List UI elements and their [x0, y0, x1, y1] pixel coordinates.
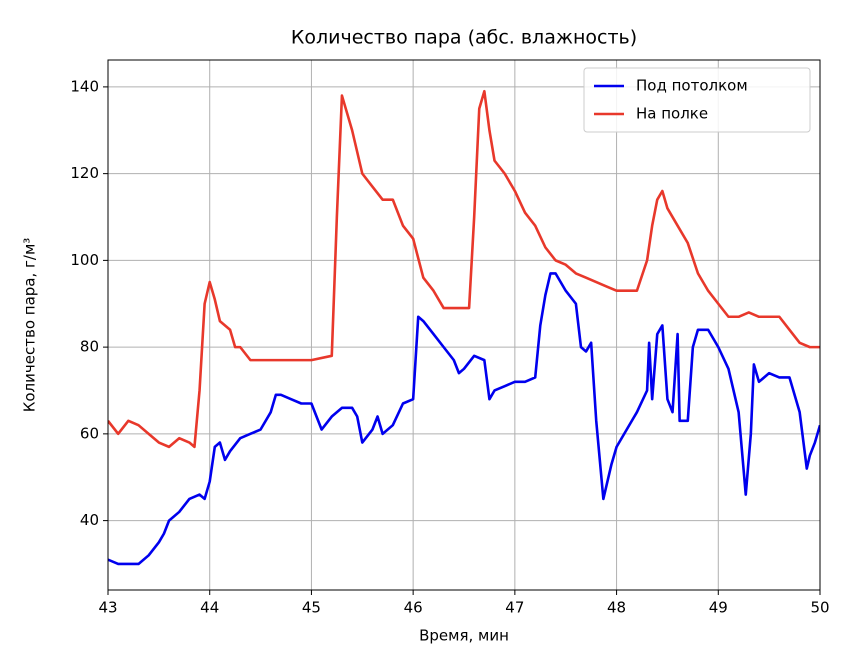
x-tick-label: 44: [200, 599, 219, 617]
y-tick-label: 100: [70, 251, 99, 269]
x-tick-label: 49: [709, 599, 728, 617]
plot-frame: [107, 59, 821, 591]
y-tick-label: 80: [80, 338, 99, 356]
y-axis-label: Количество пара, г/м³: [21, 238, 39, 413]
y-tick-label: 60: [80, 424, 99, 442]
x-tick-label: 50: [810, 599, 829, 617]
x-axis-label: Время, мин: [419, 627, 509, 645]
x-tick-label: 43: [98, 599, 117, 617]
legend-label: Под потолком: [636, 77, 748, 95]
x-tick-label: 46: [404, 599, 423, 617]
x-tick-label: 47: [505, 599, 524, 617]
series-line: [108, 272, 820, 566]
x-tick-label: 45: [302, 599, 321, 617]
series-line: [108, 89, 820, 449]
legend-label: На полке: [636, 105, 708, 123]
y-tick-label: 140: [70, 77, 99, 95]
chart-title: Количество пара (абс. влажность): [291, 27, 637, 49]
y-tick-label: 120: [70, 164, 99, 182]
y-tick-label: 40: [80, 511, 99, 529]
legend-box: [583, 67, 811, 133]
x-tick-label: 48: [607, 599, 626, 617]
